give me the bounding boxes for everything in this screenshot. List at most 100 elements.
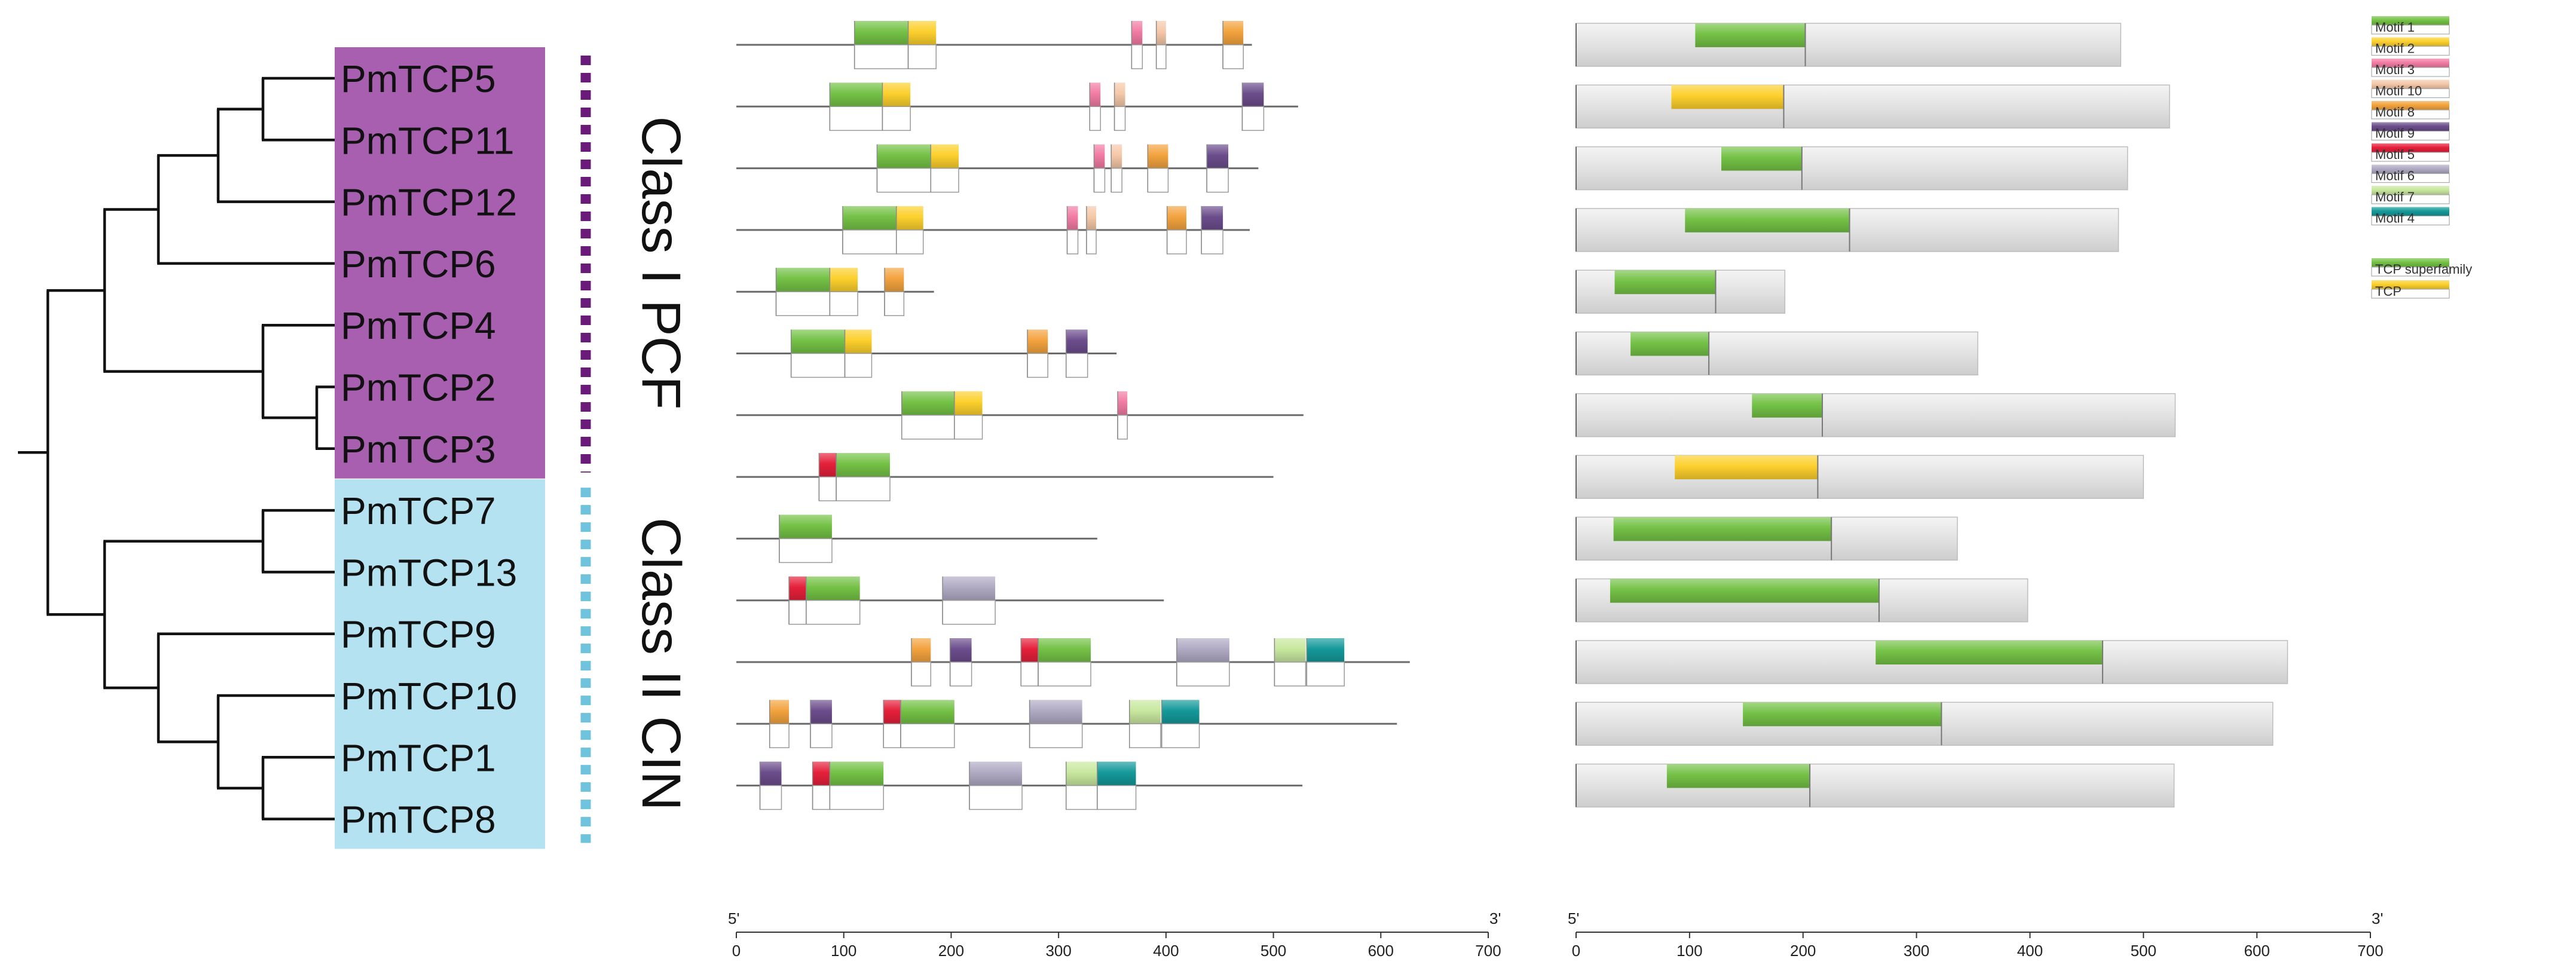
legend-label: Motif 5 [2375,147,2415,162]
motif-box [836,453,890,477]
axes: 0 100 200 300 400 500 600 700 5' 3' 0 100 200 300 400 5… [728,909,2384,960]
gene-label: PmTCP13 [341,551,517,594]
gene-label: PmTCP6 [341,243,496,286]
legend-swatch-shadow [2371,109,2450,120]
motif-box-shadow [900,723,955,749]
motif-box-shadow [853,44,909,69]
motif-box [806,576,860,601]
motif-box-shadow [1241,106,1265,131]
protein-bar [1575,393,2176,437]
motif-box-shadow [1206,167,1229,193]
motif-box [1021,638,1038,662]
motif-box-shadow [901,415,955,440]
domain-axis-tick-label: 400 [2017,942,2043,960]
legend-swatch-shadow [2371,152,2450,162]
domain-box [1695,23,1806,47]
motif-box-shadow [1110,167,1122,193]
domain-axis-tick-label: 500 [2131,942,2156,960]
motif-box-shadow [1222,44,1244,69]
gene-label: PmTCP3 [341,428,496,471]
domain-box [1743,702,1942,727]
motif-box [901,391,954,415]
legend-swatch-shadow [2371,267,2450,277]
motif-box-shadow [810,723,833,749]
domain-box [1610,578,1879,603]
motif-box-shadow [844,353,873,378]
motif-box [789,576,806,601]
motif-box-shadow [942,599,996,625]
legend-swatch-shadow [2371,173,2450,183]
motif-box [1111,144,1122,169]
motif-box-shadow [1129,723,1161,749]
motif-box-shadow [1093,167,1106,193]
motif-box-shadow [930,167,959,193]
motif-box-shadow [1161,723,1200,749]
motif-box [1161,700,1200,724]
legend-swatch [2372,258,2449,267]
motif-box [1027,329,1048,354]
motif-box-shadow [1020,661,1039,687]
motif-box [1117,391,1128,415]
domain-box [1721,146,1802,171]
motif-axis-start-label: 5' [728,909,739,927]
domain-box [1630,332,1709,356]
motif-box-shadow [1089,106,1101,131]
motif-box-shadow [1131,44,1143,69]
motif-axis-tick-label: 0 [732,942,741,960]
motif-box [1066,761,1097,786]
legend-label: Motif 7 [2375,189,2415,204]
motif-box-shadow [1065,785,1098,810]
motif-box-shadow [883,723,901,749]
motif-panel [736,21,1410,810]
domain-box [1614,270,1716,295]
motif-axis-tick-label: 700 [1475,942,1501,960]
motif-box [1094,144,1105,169]
motif-box [943,576,996,601]
gene-label: PmTCP1 [341,736,496,779]
motif-box-shadow [1166,229,1187,255]
legend-label: Motif 8 [2375,105,2415,120]
motif-box [882,82,911,107]
domain-axis-tick-label: 600 [2244,942,2269,960]
motif-box-shadow [1155,44,1167,69]
legend-swatch-shadow [2371,24,2450,35]
legend-label: TCP superfamily [2375,262,2472,277]
gene-label: PmTCP4 [341,304,496,347]
domain-box [1685,208,1850,232]
motif-axis-tick-label: 300 [1045,942,1071,960]
motif-box [1131,21,1143,45]
legend-label: Motif 3 [2375,62,2415,77]
protein-bar [1575,763,2175,808]
domain-panel [1575,23,2289,808]
class-background [335,479,545,849]
motif-box-shadow [969,785,1023,810]
motif-box [950,638,972,662]
class-background [335,47,545,479]
legend-swatch [2372,186,2449,195]
protein-bar [1575,146,2128,191]
motif-box [1097,761,1136,786]
motif-axis-tick-label: 500 [1261,942,1286,960]
legend-swatch-shadow [2371,289,2450,299]
motif-box-shadow [907,44,937,69]
motif-box-shadow [829,785,884,810]
motif-box [1201,206,1223,230]
gene-label: PmTCP7 [341,489,496,532]
motif-box [1167,206,1187,230]
motif-box [911,638,931,662]
motif-box-shadow [949,661,972,687]
legend-swatch [2372,101,2449,110]
gene-labels: PmTCP5 PmTCP11 PmTCP12 PmTCP6 PmTCP4 PmTCP2 Pm… [341,57,517,841]
motif-box [1176,638,1229,662]
motif-box [969,761,1023,786]
motif-box-shadow [818,476,837,501]
motif-box-shadow [1086,229,1097,255]
motif-box [1307,638,1345,662]
class-label: Class I PCF [631,117,692,410]
motif-box-shadow [896,229,924,255]
motif-box-shadow [836,476,891,501]
class-label: Class II CIN [631,517,692,811]
legend-label: TCP [2375,284,2401,299]
motif-box-shadow [812,785,831,810]
motif-box-shadow [829,106,883,131]
